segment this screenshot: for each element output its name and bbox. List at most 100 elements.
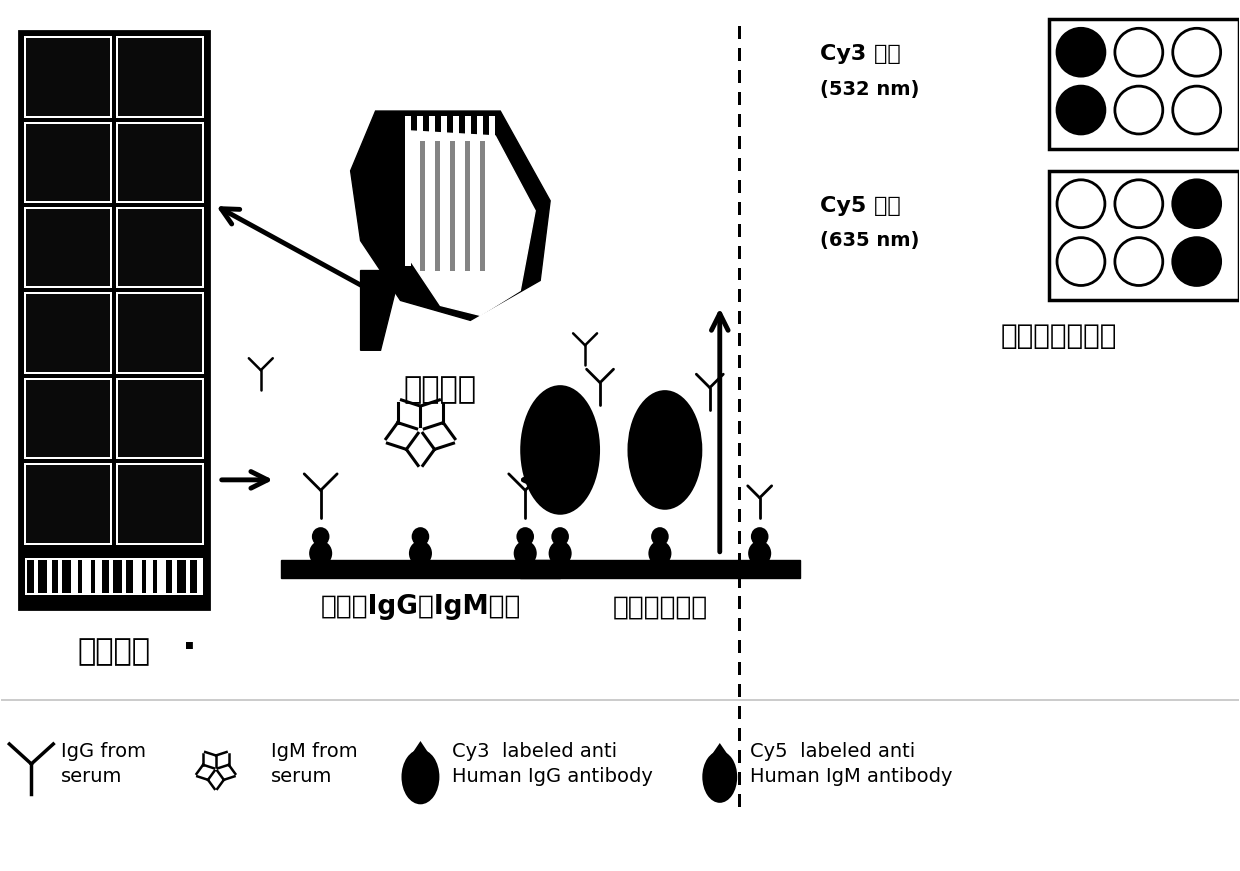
Bar [26, 380, 110, 457]
Ellipse shape [513, 541, 537, 566]
Bar [117, 37, 203, 118]
Bar [738, 48, 742, 61]
Polygon shape [361, 271, 401, 350]
Text: IgM from
serum: IgM from serum [270, 742, 357, 786]
Text: 扫描和信号读取: 扫描和信号读取 [1001, 322, 1117, 350]
Bar [738, 509, 742, 522]
Ellipse shape [552, 527, 569, 546]
Bar [27, 559, 33, 593]
Bar [556, 530, 565, 559]
Bar [118, 209, 202, 287]
Polygon shape [709, 743, 730, 759]
Bar [113, 559, 122, 593]
Bar [655, 530, 665, 559]
Bar [429, 116, 435, 266]
Polygon shape [410, 131, 536, 315]
Bar [102, 559, 109, 593]
Bar [755, 530, 765, 559]
Polygon shape [351, 111, 551, 321]
Bar [738, 750, 742, 763]
Ellipse shape [627, 390, 702, 510]
Circle shape [1115, 179, 1163, 227]
Bar [405, 116, 412, 266]
Bar [415, 530, 425, 559]
Bar [166, 559, 172, 593]
Bar [454, 116, 459, 266]
Bar [738, 772, 742, 785]
Circle shape [1056, 179, 1105, 227]
Text: Cy5 通道: Cy5 通道 [820, 196, 900, 216]
Circle shape [1173, 238, 1220, 286]
Bar [738, 618, 742, 631]
Bar [738, 71, 742, 83]
Bar [118, 294, 202, 372]
Bar [738, 487, 742, 500]
Bar [738, 224, 742, 237]
Bar [25, 463, 112, 544]
Bar [465, 141, 470, 271]
Bar [738, 355, 742, 368]
Bar [25, 37, 112, 118]
Circle shape [1056, 86, 1105, 134]
Bar [25, 122, 112, 203]
Bar [1049, 19, 1239, 149]
Bar [477, 116, 484, 266]
Bar [738, 662, 742, 675]
Text: 荧光二抗检测: 荧光二抗检测 [613, 595, 708, 620]
Bar [441, 116, 448, 266]
Bar [738, 246, 742, 259]
Ellipse shape [548, 541, 572, 566]
Bar [738, 202, 742, 215]
Text: (635 nm): (635 nm) [820, 231, 919, 250]
Bar [26, 38, 110, 116]
Ellipse shape [748, 541, 771, 566]
Bar [118, 380, 202, 457]
Bar [738, 334, 742, 347]
Bar [190, 559, 197, 593]
Text: Cy3  labeled anti
Human IgG antibody: Cy3 labeled anti Human IgG antibody [453, 742, 653, 786]
Bar [738, 552, 742, 565]
Ellipse shape [412, 527, 429, 546]
Bar [118, 124, 202, 201]
Circle shape [1056, 28, 1105, 76]
Ellipse shape [312, 527, 330, 546]
Bar [177, 559, 186, 593]
Bar [738, 158, 742, 171]
Circle shape [1173, 86, 1220, 134]
Circle shape [1173, 179, 1220, 227]
Bar [117, 293, 203, 374]
Bar [20, 31, 208, 610]
Bar [316, 530, 326, 559]
Bar [117, 378, 203, 459]
Bar [738, 377, 742, 390]
Bar [78, 559, 82, 593]
Ellipse shape [521, 385, 600, 515]
Ellipse shape [702, 751, 738, 803]
Bar [117, 463, 203, 544]
Bar [738, 728, 742, 741]
Bar [25, 378, 112, 459]
Bar [738, 421, 742, 434]
Bar [26, 124, 110, 201]
Bar [418, 116, 423, 266]
Bar [738, 136, 742, 149]
Ellipse shape [409, 541, 432, 566]
Bar [118, 465, 202, 543]
Ellipse shape [516, 527, 534, 546]
Bar [738, 443, 742, 456]
Bar [738, 114, 742, 127]
Bar [62, 559, 71, 593]
Ellipse shape [402, 749, 439, 804]
Ellipse shape [309, 541, 332, 566]
Bar [738, 575, 742, 588]
Bar [738, 312, 742, 324]
Text: ·: · [181, 630, 196, 667]
Polygon shape [408, 741, 433, 759]
Bar [1049, 171, 1239, 300]
Bar [738, 267, 742, 280]
Bar [738, 179, 742, 192]
Bar [738, 465, 742, 478]
Circle shape [1115, 238, 1163, 286]
Bar [480, 141, 485, 271]
Bar [25, 207, 112, 288]
